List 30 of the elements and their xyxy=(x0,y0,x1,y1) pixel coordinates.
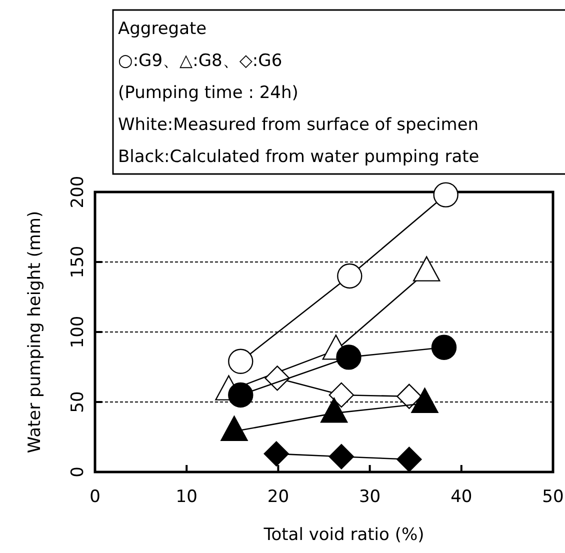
point xyxy=(228,348,254,374)
point xyxy=(396,446,422,472)
point xyxy=(328,382,354,408)
x-tick-label: 30 xyxy=(358,487,381,507)
text: Black:Calculated from water pumping rate xyxy=(118,147,480,167)
y-tick-label: 200 xyxy=(68,176,88,208)
x-tick-label: 0 xyxy=(90,487,100,507)
point xyxy=(228,382,254,408)
y-tick-label: 50 xyxy=(68,391,88,413)
x-tick-label: 10 xyxy=(176,487,198,507)
y-tick-label: 0 xyxy=(68,466,88,478)
x-tick-label: 40 xyxy=(450,487,472,507)
text: ○:G9、△:G8、◇:G6 xyxy=(118,51,282,71)
point xyxy=(433,182,458,208)
y-tick-label: 100 xyxy=(68,316,88,348)
point xyxy=(431,334,457,360)
point xyxy=(337,263,362,289)
point xyxy=(336,344,362,370)
text: Aggregate xyxy=(118,19,207,39)
point xyxy=(396,384,422,409)
point xyxy=(328,444,354,470)
text: White:Measured from surface of specimen xyxy=(118,115,479,135)
point xyxy=(264,366,290,391)
x-tick-label: 50 xyxy=(542,487,564,507)
point xyxy=(264,441,289,466)
text: (Pumping time : 24h) xyxy=(118,83,298,103)
x-tick-label: 20 xyxy=(267,487,290,507)
y-tick-label: 150 xyxy=(68,246,88,278)
x-axis-title: Total void ratio (%) xyxy=(262,525,424,545)
y-axis-title: Water pumping height (mm) xyxy=(25,210,45,454)
